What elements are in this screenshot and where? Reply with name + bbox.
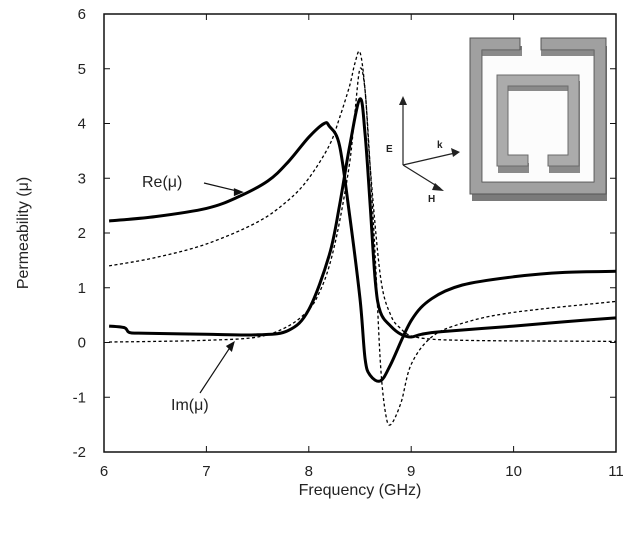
series-line-s1 (108, 121, 616, 383)
series-line-s2 (108, 97, 616, 339)
annotation-im-mu: Im(μ) (171, 397, 209, 414)
y-tick-label: 5 (78, 61, 86, 78)
k-vector-label: k (437, 140, 443, 151)
annotations: Re(μ) Im(μ) (142, 174, 244, 414)
y-tick-label: 0 (78, 335, 86, 352)
y-tick-label: 4 (78, 116, 86, 133)
annotation-re-mu: Re(μ) (142, 174, 182, 191)
x-tick-label: 8 (305, 463, 313, 480)
x-axis-title: Frequency (GHz) (299, 482, 422, 499)
series-group (108, 50, 616, 426)
axis-ticks: 6 7 8 9 10 11 -2 -1 0 1 2 3 4 5 6 (73, 6, 624, 480)
y-tick-label: 2 (78, 225, 86, 242)
srr-inset: E k H (386, 37, 607, 205)
y-tick-label: 3 (78, 170, 86, 187)
x-tick-label: 9 (407, 463, 415, 480)
e-field-label: E (386, 144, 393, 155)
x-tick-label: 6 (100, 463, 108, 480)
h-field-label: H (428, 194, 435, 205)
annotation-arrowhead-im (225, 341, 235, 353)
x-tick-label: 11 (608, 463, 624, 480)
y-tick-label: 6 (78, 6, 86, 23)
x-tick-label: 10 (505, 463, 522, 480)
series-line-s4 (109, 67, 616, 343)
y-axis-title: Permeability (μ) (15, 177, 32, 289)
series-line-s3 (108, 50, 616, 426)
srr-image (469, 37, 607, 201)
y-tick-label: 1 (78, 280, 86, 297)
annotation-arrow-im (199, 342, 234, 394)
x-tick-label: 7 (202, 463, 210, 480)
field-axes: E k H (386, 96, 460, 205)
y-tick-label: -2 (73, 444, 86, 461)
y-tick-label: -1 (73, 389, 86, 406)
annotation-arrowhead-re (233, 188, 244, 197)
